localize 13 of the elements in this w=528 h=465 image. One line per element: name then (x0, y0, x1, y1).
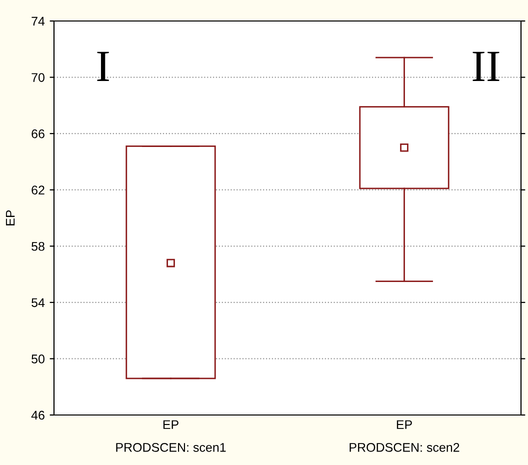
y-tick-label: 66 (32, 129, 44, 138)
y-tick-label: 50 (32, 354, 44, 364)
y-tick-label: 46 (31, 410, 44, 420)
annotation: II (472, 52, 500, 81)
text: PRODSCEN: scen2 (350, 442, 460, 452)
y-tick-label: 54 (32, 298, 45, 308)
text: PRODSCEN: scen1 (116, 442, 226, 452)
y-tick-label: 62 (32, 186, 44, 195)
y-tick-label: 58 (32, 242, 44, 251)
annotation: I (97, 52, 109, 81)
y-tick-label: 74 (32, 16, 45, 26)
y-tick-label: 70 (32, 73, 44, 82)
y-axis-title: EP (6, 210, 15, 226)
